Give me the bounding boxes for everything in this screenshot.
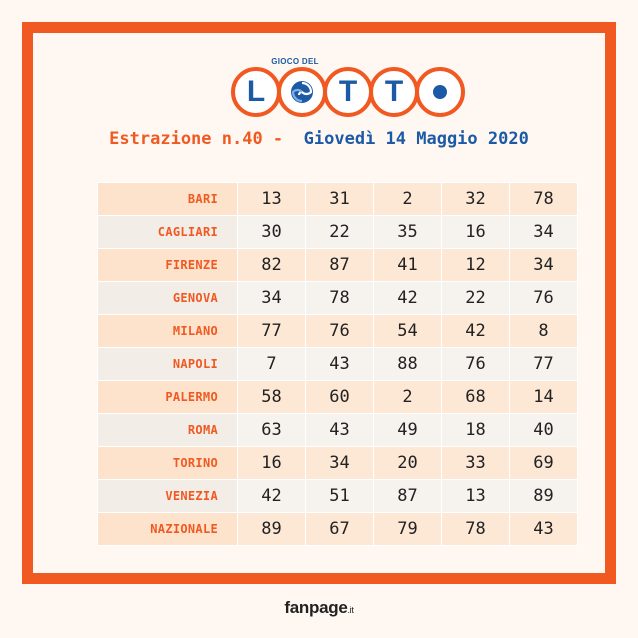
drawn-number: 16 [441,215,510,249]
drawn-number: 30 [237,215,306,249]
city-name: NAZIONALE [97,512,238,546]
drawn-number: 33 [441,446,510,480]
logo-letter: T [323,67,373,117]
table-row: NAPOLI 7 43 88 76 77 [97,347,578,381]
drawn-number: 31 [305,182,374,216]
drawn-number: 34 [305,446,374,480]
drawn-number: 2 [373,182,442,216]
drawn-number: 89 [237,512,306,546]
swirl-icon [291,81,313,103]
drawn-number: 41 [373,248,442,282]
draw-date: Giovedì 14 Maggio 2020 [303,129,529,149]
table-row: MILANO 77 76 54 42 8 [97,314,578,348]
table-row: FIRENZE 82 87 41 12 34 [97,248,578,282]
drawn-number: 87 [373,479,442,513]
drawn-number: 42 [441,314,510,348]
drawn-number: 32 [441,182,510,216]
table-row: NAZIONALE 89 67 79 78 43 [97,512,578,546]
drawn-number: 78 [305,281,374,315]
drawn-number: 82 [237,248,306,282]
drawn-number: 8 [509,314,578,348]
drawn-number: 78 [509,182,578,216]
drawn-number: 87 [305,248,374,282]
drawn-number: 7 [237,347,306,381]
drawn-number: 77 [509,347,578,381]
dot-icon [433,85,447,99]
city-name: NAPOLI [97,347,238,381]
logo-balls: L T T [231,67,465,117]
drawn-number: 79 [373,512,442,546]
drawn-number: 18 [441,413,510,447]
drawn-number: 43 [305,413,374,447]
drawn-number: 42 [373,281,442,315]
table-row: BARI 13 31 2 32 78 [97,182,578,216]
drawn-number: 43 [305,347,374,381]
lotto-logo: GIOCO DEL L T T [231,57,465,117]
city-name: BARI [97,182,238,216]
drawn-number: 68 [441,380,510,414]
drawn-number: 12 [441,248,510,282]
draw-heading: Estrazione n.40 - Giovedì 14 Maggio 2020 [33,129,605,149]
logo-swirl-ball [277,67,327,117]
drawn-number: 58 [237,380,306,414]
drawn-number: 54 [373,314,442,348]
table-row: GENOVA 34 78 42 22 76 [97,281,578,315]
city-name: CAGLIARI [97,215,238,249]
logo-letter: L [231,67,281,117]
city-name: VENEZIA [97,479,238,513]
drawn-number: 76 [509,281,578,315]
draw-number: Estrazione n.40 - [109,129,284,149]
logo-letter: T [369,67,419,117]
drawn-number: 13 [237,182,306,216]
brand-tld: .it [347,605,354,615]
drawn-number: 49 [373,413,442,447]
city-name: FIRENZE [97,248,238,282]
city-name: MILANO [97,314,238,348]
drawn-number: 51 [305,479,374,513]
drawn-number: 22 [305,215,374,249]
results-frame: GIOCO DEL L T T Estrazione n.40 - Gioved… [22,22,616,584]
drawn-number: 63 [237,413,306,447]
city-name: TORINO [97,446,238,480]
drawn-number: 13 [441,479,510,513]
city-name: ROMA [97,413,238,447]
drawn-number: 22 [441,281,510,315]
drawn-number: 67 [305,512,374,546]
drawn-number: 16 [237,446,306,480]
drawn-number: 69 [509,446,578,480]
drawn-number: 40 [509,413,578,447]
drawn-number: 89 [509,479,578,513]
brand-name: fanpage [284,598,348,617]
table-row: ROMA 63 43 49 18 40 [97,413,578,447]
drawn-number: 2 [373,380,442,414]
logo-top-text: GIOCO DEL [271,57,319,66]
drawn-number: 77 [237,314,306,348]
table-row: CAGLIARI 30 22 35 16 34 [97,215,578,249]
drawn-number: 60 [305,380,374,414]
table-row: PALERMO 58 60 2 68 14 [97,380,578,414]
drawn-number: 76 [305,314,374,348]
drawn-number: 76 [441,347,510,381]
drawn-number: 20 [373,446,442,480]
table-row: TORINO 16 34 20 33 69 [97,446,578,480]
city-name: GENOVA [97,281,238,315]
drawn-number: 34 [509,248,578,282]
fanpage-logo: fanpage.it [0,598,638,618]
drawn-number: 43 [509,512,578,546]
drawn-number: 35 [373,215,442,249]
drawn-number: 34 [509,215,578,249]
drawn-number: 78 [441,512,510,546]
drawn-number: 88 [373,347,442,381]
table-row: VENEZIA 42 51 87 13 89 [97,479,578,513]
drawn-number: 34 [237,281,306,315]
drawn-number: 14 [509,380,578,414]
drawn-number: 42 [237,479,306,513]
logo-end-ball [415,67,465,117]
results-table: BARI 13 31 2 32 78 CAGLIARI 30 22 35 16 34 FIRENZE 82… [97,182,578,546]
city-name: PALERMO [97,380,238,414]
